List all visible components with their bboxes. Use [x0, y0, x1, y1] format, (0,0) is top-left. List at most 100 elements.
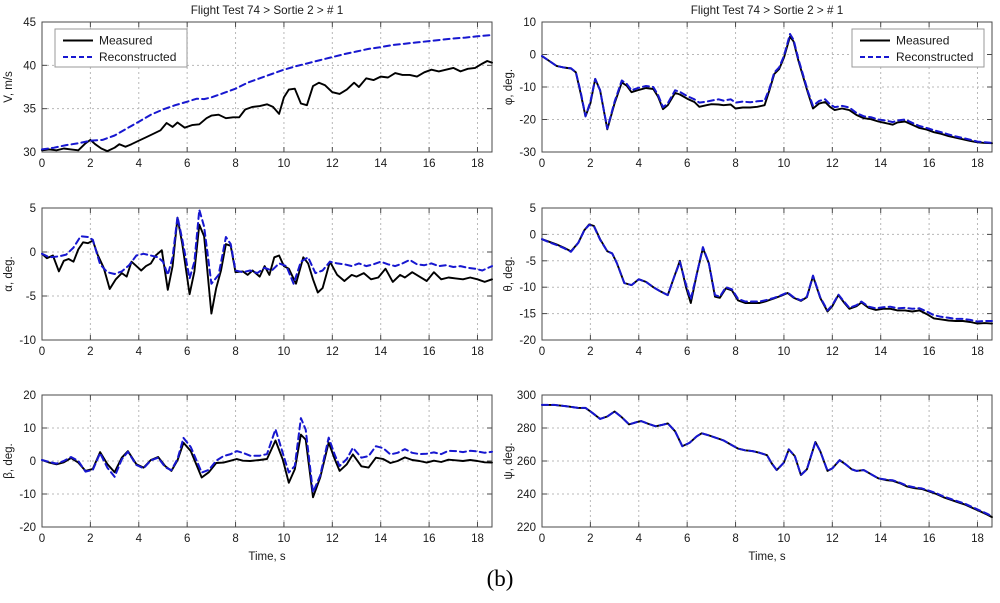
y-axis-label: θ, deg.: [503, 256, 515, 291]
svg-text:12: 12: [326, 533, 339, 545]
svg-text:8: 8: [232, 346, 238, 358]
svg-text:2: 2: [87, 158, 93, 170]
svg-text:240: 240: [517, 489, 536, 501]
chart-beta: 0 2 4 6 8 10 12 14 16 18 -20 -10 0 10 20 Time, s β, deg.: [0, 373, 500, 573]
svg-text:0: 0: [39, 533, 45, 545]
svg-text:-10: -10: [519, 282, 536, 294]
y-axis-label: β, deg.: [3, 443, 15, 478]
svg-text:12: 12: [326, 346, 339, 358]
chart-title: Flight Test 74 > Sortie 2 > # 1: [191, 4, 343, 17]
svg-text:12: 12: [826, 346, 839, 358]
svg-text:0: 0: [530, 50, 536, 62]
svg-text:16: 16: [923, 533, 936, 545]
chart-svg-psi: 0 2 4 6 8 10 12 14 16 18 220 240 260 280 300 Time, s ψ, …: [503, 390, 993, 563]
svg-text:16: 16: [923, 158, 936, 170]
svg-text:2: 2: [587, 533, 593, 545]
series-measured: [41, 60, 493, 153]
svg-text:280: 280: [517, 423, 536, 435]
svg-text:16: 16: [423, 346, 436, 358]
svg-text:14: 14: [874, 533, 887, 545]
svg-text:14: 14: [874, 158, 887, 170]
svg-text:-15: -15: [519, 309, 536, 321]
svg-text:-5: -5: [526, 256, 536, 268]
svg-text:5: 5: [30, 203, 36, 215]
chart-svg-beta: 0 2 4 6 8 10 12 14 16 18 -20 -10 0 10 20 Time, s β, deg.: [3, 390, 493, 563]
svg-text:8: 8: [732, 346, 738, 358]
series-reconstructed: [541, 33, 993, 144]
svg-text:40: 40: [23, 60, 36, 72]
svg-text:6: 6: [684, 533, 690, 545]
svg-text:0: 0: [39, 346, 45, 358]
legend-label: Measured: [99, 34, 152, 48]
svg-text:0: 0: [539, 533, 545, 545]
svg-text:2: 2: [87, 533, 93, 545]
svg-text:18: 18: [471, 158, 484, 170]
svg-text:6: 6: [684, 346, 690, 358]
svg-text:4: 4: [136, 533, 143, 545]
y-axis-label: V, m/s: [3, 71, 15, 103]
svg-text:4: 4: [136, 346, 143, 358]
svg-text:30: 30: [23, 147, 36, 159]
svg-text:0: 0: [539, 158, 545, 170]
svg-text:220: 220: [517, 522, 536, 534]
svg-text:14: 14: [874, 346, 887, 358]
chart-airspeed: 0 2 4 6 8 10 12 14 16 18 30 35 40 45 Flight Test 74 > …: [0, 0, 500, 178]
svg-text:6: 6: [184, 346, 190, 358]
svg-text:0: 0: [30, 247, 36, 259]
svg-text:-10: -10: [19, 489, 36, 501]
svg-text:10: 10: [778, 158, 791, 170]
svg-text:300: 300: [517, 390, 536, 402]
svg-text:16: 16: [423, 158, 436, 170]
svg-text:10: 10: [278, 158, 291, 170]
chart-svg-alpha: 0 2 4 6 8 10 12 14 16 18 -10 -5 0 5 α, deg.: [3, 203, 493, 358]
svg-text:4: 4: [636, 533, 643, 545]
svg-text:16: 16: [423, 533, 436, 545]
series-measured: [541, 223, 993, 325]
svg-text:0: 0: [539, 346, 545, 358]
svg-text:-10: -10: [19, 335, 36, 347]
svg-text:18: 18: [471, 533, 484, 545]
chart-theta: 0 2 4 6 8 10 12 14 16 18 -20 -15 -10 -5 0 5 θ, deg.: [500, 186, 1000, 364]
series-reconstructed: [41, 34, 493, 151]
svg-text:18: 18: [971, 533, 984, 545]
svg-text:10: 10: [778, 533, 791, 545]
chart-title: Flight Test 74 > Sortie 2 > # 1: [691, 4, 843, 17]
svg-text:12: 12: [326, 158, 339, 170]
chart-phi: 0 2 4 6 8 10 12 14 16 18 -30 -20 -10 0 10 Flight Test 7…: [500, 0, 1000, 178]
svg-text:10: 10: [278, 533, 291, 545]
svg-text:14: 14: [374, 158, 387, 170]
svg-text:14: 14: [374, 533, 387, 545]
svg-text:-10: -10: [519, 82, 536, 94]
svg-text:6: 6: [684, 158, 690, 170]
svg-text:14: 14: [374, 346, 387, 358]
svg-text:12: 12: [826, 158, 839, 170]
legend-box: [851, 28, 985, 68]
series-reconstructed: [41, 417, 493, 494]
x-axis-label: Time, s: [748, 551, 786, 563]
chart-alpha: 0 2 4 6 8 10 12 14 16 18 -10 -5 0 5 α, deg.: [0, 186, 500, 364]
svg-text:8: 8: [732, 533, 738, 545]
legend-label: Measured: [896, 34, 949, 48]
svg-text:18: 18: [471, 346, 484, 358]
svg-text:-30: -30: [519, 147, 536, 159]
chart-psi: 0 2 4 6 8 10 12 14 16 18 220 240 260 280 300 Time, s ψ, …: [500, 373, 1000, 573]
chart-svg-airspeed: 0 2 4 6 8 10 12 14 16 18 30 35 40 45 Flight Test 74 > …: [3, 4, 493, 170]
chart-svg-theta: 0 2 4 6 8 10 12 14 16 18 -20 -15 -10 -5 0 5 θ, deg.: [503, 203, 993, 358]
svg-text:20: 20: [23, 390, 36, 402]
svg-text:35: 35: [23, 104, 36, 116]
y-axis-label: φ, deg.: [503, 69, 515, 105]
svg-text:18: 18: [971, 158, 984, 170]
series-reconstructed: [541, 223, 993, 323]
svg-text:-20: -20: [519, 335, 536, 347]
y-axis-label: α, deg.: [3, 256, 15, 291]
svg-text:6: 6: [184, 533, 190, 545]
svg-text:10: 10: [278, 346, 291, 358]
svg-text:4: 4: [636, 346, 643, 358]
svg-text:16: 16: [923, 346, 936, 358]
svg-text:0: 0: [39, 158, 45, 170]
svg-text:45: 45: [23, 17, 36, 29]
svg-text:10: 10: [23, 423, 36, 435]
svg-text:8: 8: [232, 158, 238, 170]
figure-caption: (b): [486, 566, 514, 591]
